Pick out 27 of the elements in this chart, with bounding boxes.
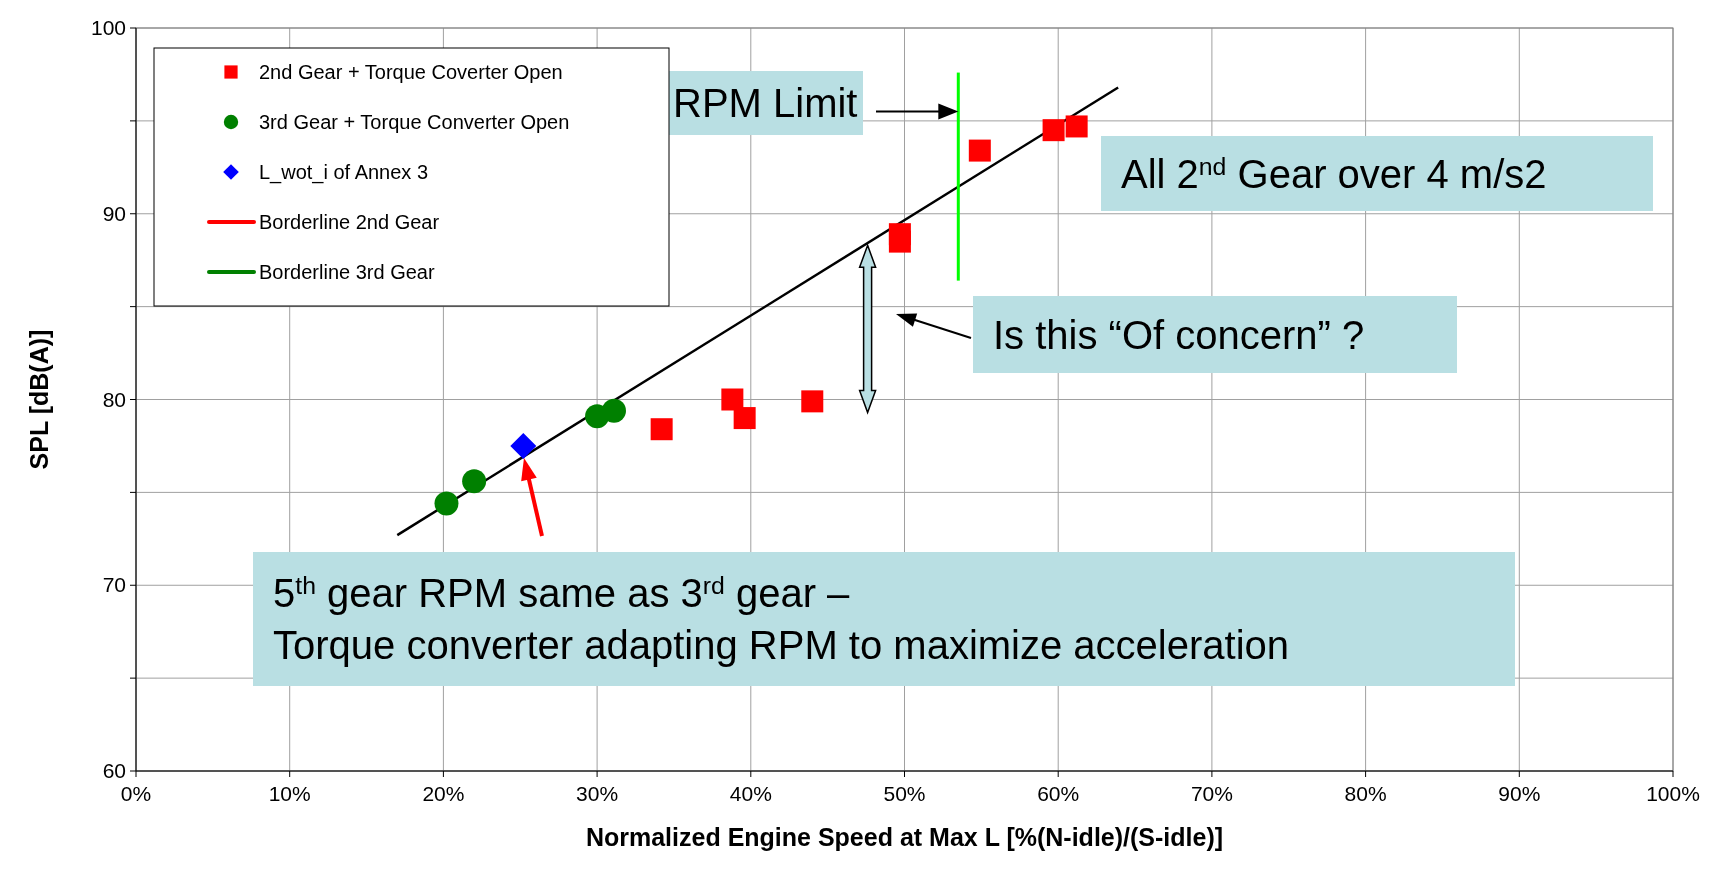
x-tick-label: 60% (1037, 782, 1080, 805)
y-tick-label: 100 (90, 16, 126, 39)
x-tick-label: 80% (1344, 782, 1387, 805)
y-axis-title: SPL [dB(A)] (25, 329, 53, 470)
y-tick-label: 70 (102, 573, 126, 597)
x-tick-label: 40% (729, 782, 772, 805)
x-tick-label: 0% (120, 782, 152, 805)
x-tick-label: 100% (1646, 782, 1700, 805)
y-tick-label: 60 (102, 759, 126, 782)
x-tick-label: 90% (1498, 782, 1541, 805)
annotation: All 2$^{nd}$ Gear over 4 m/s2 (1121, 151, 1547, 196)
annotation: Is this “Of concern” ? (993, 312, 1365, 357)
legend-label: Borderline 3rd Gear (259, 261, 435, 283)
y-tick-label: 80 (102, 387, 126, 411)
x-tick-label: 50% (883, 782, 926, 805)
x-tick-label: 20% (422, 782, 465, 805)
annotation: 5$^{th}$ gear RPM same as 3$^{rd}$ gear – Torque converter adapting RPM to maximize acceleration (273, 571, 1290, 667)
legend-label: 2nd Gear + Torque Coverter Open (259, 61, 563, 83)
x-tick-label: 70% (1190, 782, 1233, 805)
legend-label: 3rd Gear + Torque Converter Open (259, 111, 570, 133)
x-tick-label: 30% (576, 782, 619, 805)
x-tick-label: 10% (268, 782, 311, 805)
x-axis-title: Normalized Engine Speed at Max L [%(N-idle)/(S-idle)] (585, 823, 1224, 851)
legend-label: Borderline 2nd Gear (259, 211, 440, 233)
annotation: RPM Limit (673, 81, 858, 125)
legend-label: L_wot_i of Annex 3 (259, 161, 429, 184)
y-tick-label: 90 (102, 201, 126, 225)
